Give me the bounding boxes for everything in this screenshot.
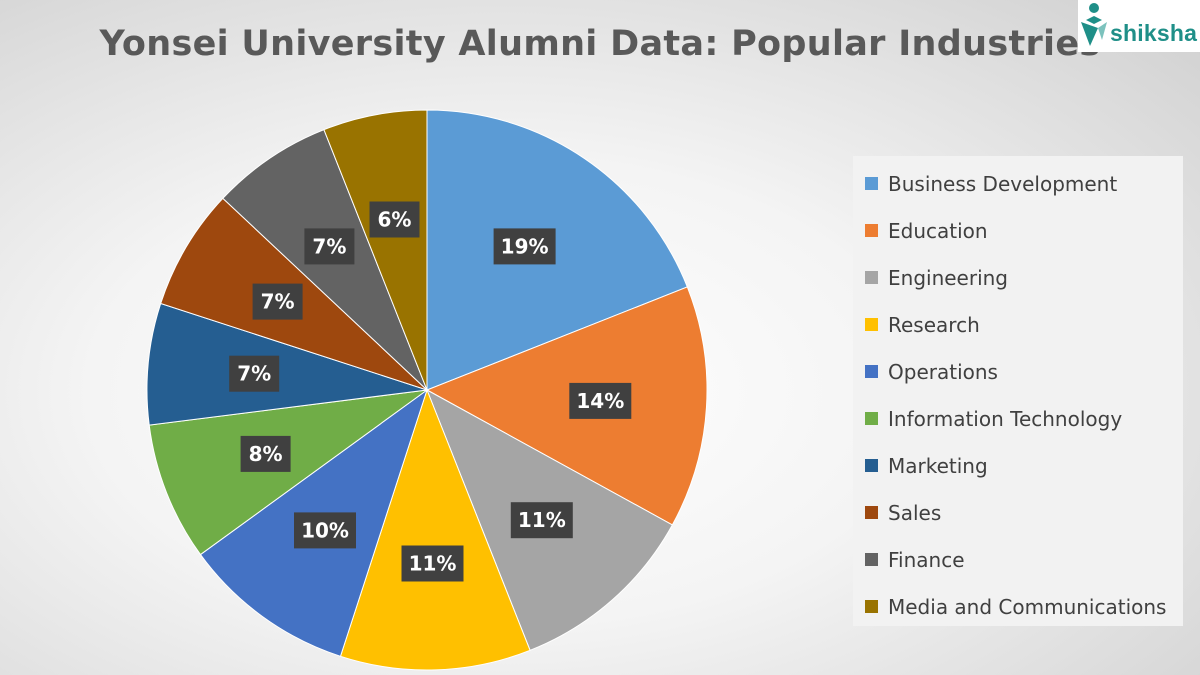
legend-item: Sales bbox=[865, 489, 1183, 536]
data-label-text: 7% bbox=[312, 234, 346, 258]
data-label: 11% bbox=[401, 545, 464, 582]
legend-swatch bbox=[865, 271, 878, 284]
legend-label: Engineering bbox=[888, 265, 1008, 290]
legend-swatch bbox=[865, 412, 878, 425]
legend-label: Information Technology bbox=[888, 406, 1123, 431]
legend-label: Business Development bbox=[888, 171, 1118, 196]
legend-swatch bbox=[865, 318, 878, 331]
legend-label: Finance bbox=[888, 547, 965, 572]
legend-swatch bbox=[865, 600, 878, 613]
data-label: 8% bbox=[240, 435, 291, 472]
legend-item: Information Technology bbox=[865, 395, 1183, 442]
data-label-text: 19% bbox=[501, 234, 549, 258]
legend-swatch bbox=[865, 506, 878, 519]
legend-swatch bbox=[865, 177, 878, 190]
legend-item: Marketing bbox=[865, 442, 1183, 489]
data-label-text: 11% bbox=[518, 508, 566, 532]
pie-slice-research bbox=[339, 388, 531, 671]
chart-legend: Business Development Education Engineering… bbox=[853, 156, 1183, 626]
data-label: 11% bbox=[510, 502, 573, 539]
data-label-text: 11% bbox=[409, 552, 457, 576]
pie-slice-business-development bbox=[426, 109, 688, 391]
data-label-text: 7% bbox=[261, 290, 295, 314]
legend-swatch bbox=[865, 553, 878, 566]
graduate-icon bbox=[1081, 3, 1107, 46]
data-label-text: 7% bbox=[237, 362, 271, 386]
pie-slice-education bbox=[425, 286, 708, 526]
legend-label: Sales bbox=[888, 500, 942, 525]
data-label: 7% bbox=[252, 283, 303, 320]
legend-item: Media and Communications bbox=[865, 583, 1183, 630]
pie-slice-information-technology bbox=[148, 389, 428, 556]
legend-label: Operations bbox=[888, 359, 998, 384]
pie-slice-marketing bbox=[146, 302, 428, 426]
data-label: 10% bbox=[294, 512, 356, 549]
shiksha-logo: shiksha bbox=[1078, 0, 1200, 52]
data-labels: 19% 14% 11% 11% 10% 8% 7% 7% 7% 6% bbox=[229, 201, 632, 582]
legend-label: Media and Communications bbox=[888, 594, 1167, 619]
legend-item: Engineering bbox=[865, 254, 1183, 301]
chart-title: Yonsei University Alumni Data: Popular I… bbox=[99, 24, 1101, 64]
data-label: 19% bbox=[493, 228, 556, 265]
data-label-text: 14% bbox=[576, 389, 624, 413]
data-label: 7% bbox=[229, 355, 280, 392]
legend-swatch bbox=[865, 365, 878, 378]
legend-item: Business Development bbox=[865, 160, 1183, 207]
logo-text: shiksha bbox=[1110, 20, 1198, 46]
data-label: 6% bbox=[369, 201, 420, 238]
legend-item: Operations bbox=[865, 348, 1183, 395]
legend-label: Marketing bbox=[888, 453, 988, 478]
legend-item: Research bbox=[865, 301, 1183, 348]
data-label: 14% bbox=[569, 382, 632, 419]
data-label-text: 8% bbox=[249, 442, 283, 466]
data-label-text: 10% bbox=[301, 518, 349, 542]
data-label-text: 6% bbox=[378, 208, 412, 232]
legend-swatch bbox=[865, 459, 878, 472]
legend-item: Education bbox=[865, 207, 1183, 254]
legend-swatch bbox=[865, 224, 878, 237]
data-label: 7% bbox=[304, 228, 355, 265]
legend-item: Finance bbox=[865, 536, 1183, 583]
legend-label: Education bbox=[888, 218, 988, 243]
pie-slice-media-and-communications bbox=[323, 109, 428, 391]
legend-label: Research bbox=[888, 312, 980, 337]
